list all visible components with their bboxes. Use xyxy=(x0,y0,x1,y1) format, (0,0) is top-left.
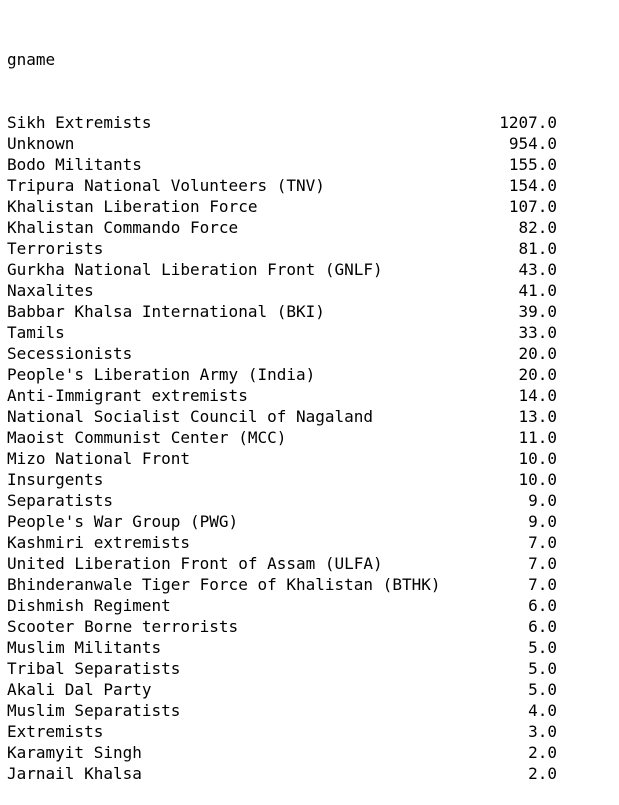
series-row: Tribal Separatists 5.0 xyxy=(7,658,607,679)
row-label: Maoist Communist Center (MCC) xyxy=(7,428,287,447)
series-row: Secessionists 20.0 xyxy=(7,343,607,364)
row-value: 41.0 xyxy=(518,281,557,300)
row-value: 13.0 xyxy=(518,407,557,426)
row-value: 10.0 xyxy=(518,470,557,489)
row-label: Akali Dal Party xyxy=(7,680,152,699)
series-rows: Sikh Extremists 1207.0 Unknown 954.0 Bodo Mi… xyxy=(7,112,607,784)
series-row: Anti-Immigrant extremists 14.0 xyxy=(7,385,607,406)
row-value: 155.0 xyxy=(508,155,557,174)
row-label: Tripura National Volunteers (TNV) xyxy=(7,176,325,195)
series-row: Insurgents 10.0 xyxy=(7,469,607,490)
row-label: Muslim Militants xyxy=(7,638,162,657)
series-row: People's Liberation Army (India) 20.0 xyxy=(7,364,607,385)
series-row: Bodo Militants 155.0 xyxy=(7,154,607,175)
series-row: Terrorists 81.0 xyxy=(7,238,607,259)
series-row: Dishmish Regiment 6.0 xyxy=(7,595,607,616)
row-label: Kashmiri extremists xyxy=(7,533,191,552)
row-value: 5.0 xyxy=(528,659,557,678)
series-index-header: gname xyxy=(7,50,56,69)
row-label: Babbar Khalsa International (BKI) xyxy=(7,302,325,321)
row-value: 33.0 xyxy=(518,323,557,342)
row-value: 7.0 xyxy=(528,554,557,573)
row-label: National Socialist Council of Nagaland xyxy=(7,407,374,426)
row-value: 14.0 xyxy=(518,386,557,405)
row-label: Extremists xyxy=(7,722,104,741)
series-row: Maoist Communist Center (MCC) 11.0 xyxy=(7,427,607,448)
series-row: Naxalites 41.0 xyxy=(7,280,607,301)
row-label: Naxalites xyxy=(7,281,94,300)
series-row: Gurkha National Liberation Front (GNLF) 4… xyxy=(7,259,607,280)
row-value: 9.0 xyxy=(528,512,557,531)
row-label: Muslim Separatists xyxy=(7,701,181,720)
row-label: Khalistan Liberation Force xyxy=(7,197,258,216)
row-label: Terrorists xyxy=(7,239,104,258)
row-label: Secessionists xyxy=(7,344,133,363)
series-row: National Socialist Council of Nagaland 13… xyxy=(7,406,607,427)
series-row: Bhinderanwale Tiger Force of Khalistan (… xyxy=(7,574,607,595)
row-label: Bodo Militants xyxy=(7,155,142,174)
row-value: 5.0 xyxy=(528,680,557,699)
row-label: Insurgents xyxy=(7,470,104,489)
row-value: 4.0 xyxy=(528,701,557,720)
row-value: 7.0 xyxy=(528,575,557,594)
row-value: 7.0 xyxy=(528,533,557,552)
series-row: United Liberation Front of Assam (ULFA) 7… xyxy=(7,553,607,574)
series-row: Unknown 954.0 xyxy=(7,133,607,154)
notebook-output: gname Sikh Extremists 1207.0 Unknown 954.0 B… xyxy=(7,7,607,805)
series-row: People's War Group (PWG) 9.0 xyxy=(7,511,607,532)
series-row: Scooter Borne terrorists 6.0 xyxy=(7,616,607,637)
row-label: Tamils xyxy=(7,323,65,342)
row-label: Bhinderanwale Tiger Force of Khalistan (… xyxy=(7,575,441,594)
series-row: Sikh Extremists 1207.0 xyxy=(7,112,607,133)
row-label: Jarnail Khalsa xyxy=(7,764,142,783)
row-value: 11.0 xyxy=(518,428,557,447)
series-row: Karamyit Singh 2.0 xyxy=(7,742,607,763)
row-value: 954.0 xyxy=(508,134,557,153)
series-row: Babbar Khalsa International (BKI) 39.0 xyxy=(7,301,607,322)
row-value: 6.0 xyxy=(528,617,557,636)
row-label: People's War Group (PWG) xyxy=(7,512,239,531)
row-label: Anti-Immigrant extremists xyxy=(7,386,248,405)
series-row: Extremists 3.0 xyxy=(7,721,607,742)
row-value: 20.0 xyxy=(518,344,557,363)
row-label: Khalistan Commando Force xyxy=(7,218,239,237)
row-label: Tribal Separatists xyxy=(7,659,181,678)
row-label: Mizo National Front xyxy=(7,449,191,468)
row-value: 39.0 xyxy=(518,302,557,321)
series-row: Akali Dal Party 5.0 xyxy=(7,679,607,700)
series-row: Mizo National Front 10.0 xyxy=(7,448,607,469)
series-row: Tripura National Volunteers (TNV) 154.0 xyxy=(7,175,607,196)
row-value: 9.0 xyxy=(528,491,557,510)
row-label: Sikh Extremists xyxy=(7,113,152,132)
series-row: Jarnail Khalsa 2.0 xyxy=(7,763,607,784)
row-value: 107.0 xyxy=(508,197,557,216)
series-row: Khalistan Liberation Force 107.0 xyxy=(7,196,607,217)
series-row: Khalistan Commando Force 82.0 xyxy=(7,217,607,238)
row-label: Karamyit Singh xyxy=(7,743,142,762)
row-value: 5.0 xyxy=(528,638,557,657)
series-row: Separatists 9.0 xyxy=(7,490,607,511)
row-label: United Liberation Front of Assam (ULFA) xyxy=(7,554,383,573)
row-label: Scooter Borne terrorists xyxy=(7,617,239,636)
series-row: Muslim Militants 5.0 xyxy=(7,637,607,658)
row-value: 20.0 xyxy=(518,365,557,384)
row-value: 82.0 xyxy=(518,218,557,237)
row-label: People's Liberation Army (India) xyxy=(7,365,316,384)
row-value: 43.0 xyxy=(518,260,557,279)
row-value: 1207.0 xyxy=(499,113,557,132)
row-value: 6.0 xyxy=(528,596,557,615)
series-row: Tamils 33.0 xyxy=(7,322,607,343)
row-label: Unknown xyxy=(7,134,75,153)
row-value: 2.0 xyxy=(528,743,557,762)
row-label: Gurkha National Liberation Front (GNLF) xyxy=(7,260,383,279)
row-value: 3.0 xyxy=(528,722,557,741)
row-value: 81.0 xyxy=(518,239,557,258)
row-label: Separatists xyxy=(7,491,113,510)
row-label: Dishmish Regiment xyxy=(7,596,171,615)
row-value: 10.0 xyxy=(518,449,557,468)
row-value: 154.0 xyxy=(508,176,557,195)
series-row: Kashmiri extremists 7.0 xyxy=(7,532,607,553)
series-row: Muslim Separatists 4.0 xyxy=(7,700,607,721)
row-value: 2.0 xyxy=(528,764,557,783)
